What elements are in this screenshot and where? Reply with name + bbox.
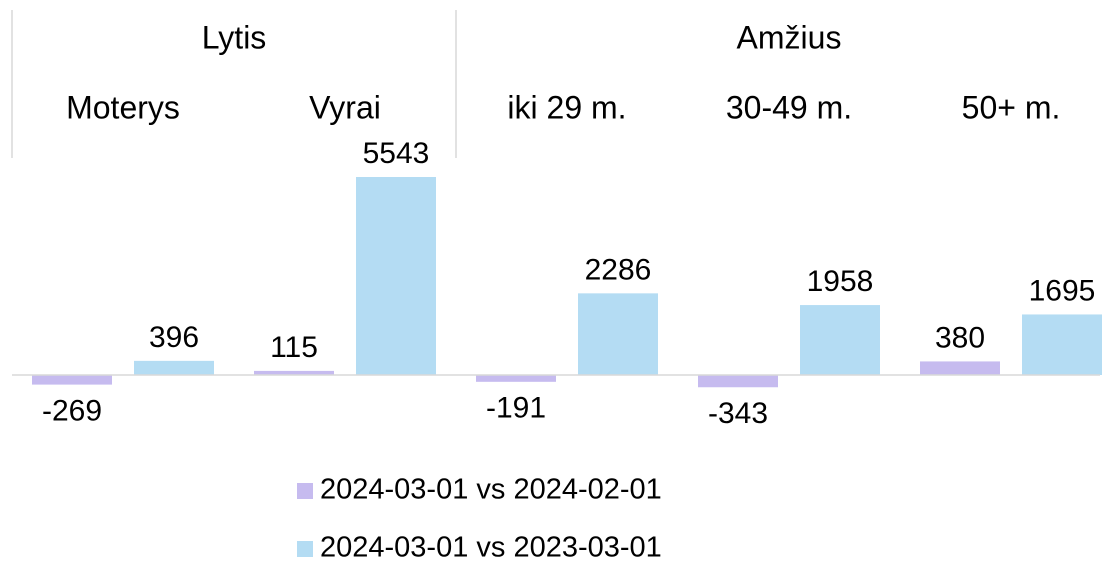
legend-label: 2024-03-01 vs 2023-03-01 <box>320 532 662 563</box>
legend-swatch <box>297 483 313 499</box>
group-label: Amžius <box>737 19 842 55</box>
bar <box>1022 314 1102 375</box>
legend-swatch <box>297 541 313 557</box>
category-label: Vyrai <box>309 89 381 125</box>
data-label: 396 <box>149 321 199 354</box>
bar <box>32 375 112 385</box>
bar <box>578 293 658 375</box>
bar <box>800 305 880 375</box>
bar <box>356 177 436 375</box>
data-label: -191 <box>486 392 546 425</box>
bar <box>698 375 778 388</box>
category-label: 30-49 m. <box>726 89 852 125</box>
bar <box>920 361 1000 375</box>
data-label: -269 <box>42 395 102 428</box>
bar <box>134 360 214 375</box>
data-label: 115 <box>270 331 318 364</box>
category-label: Moterys <box>66 89 180 125</box>
bar <box>476 375 556 382</box>
legend-label: 2024-03-01 vs 2024-02-01 <box>320 474 662 506</box>
data-label: 380 <box>935 321 985 354</box>
bar <box>254 370 334 375</box>
data-label: 1958 <box>807 265 874 298</box>
group-label: Lytis <box>202 19 267 55</box>
category-label: 50+ m. <box>962 89 1061 125</box>
data-label: 2286 <box>585 253 652 286</box>
data-label: 5543 <box>363 137 430 170</box>
data-label: -343 <box>708 397 768 430</box>
data-label: 1695 <box>1029 274 1096 307</box>
category-label: iki 29 m. <box>507 89 626 125</box>
